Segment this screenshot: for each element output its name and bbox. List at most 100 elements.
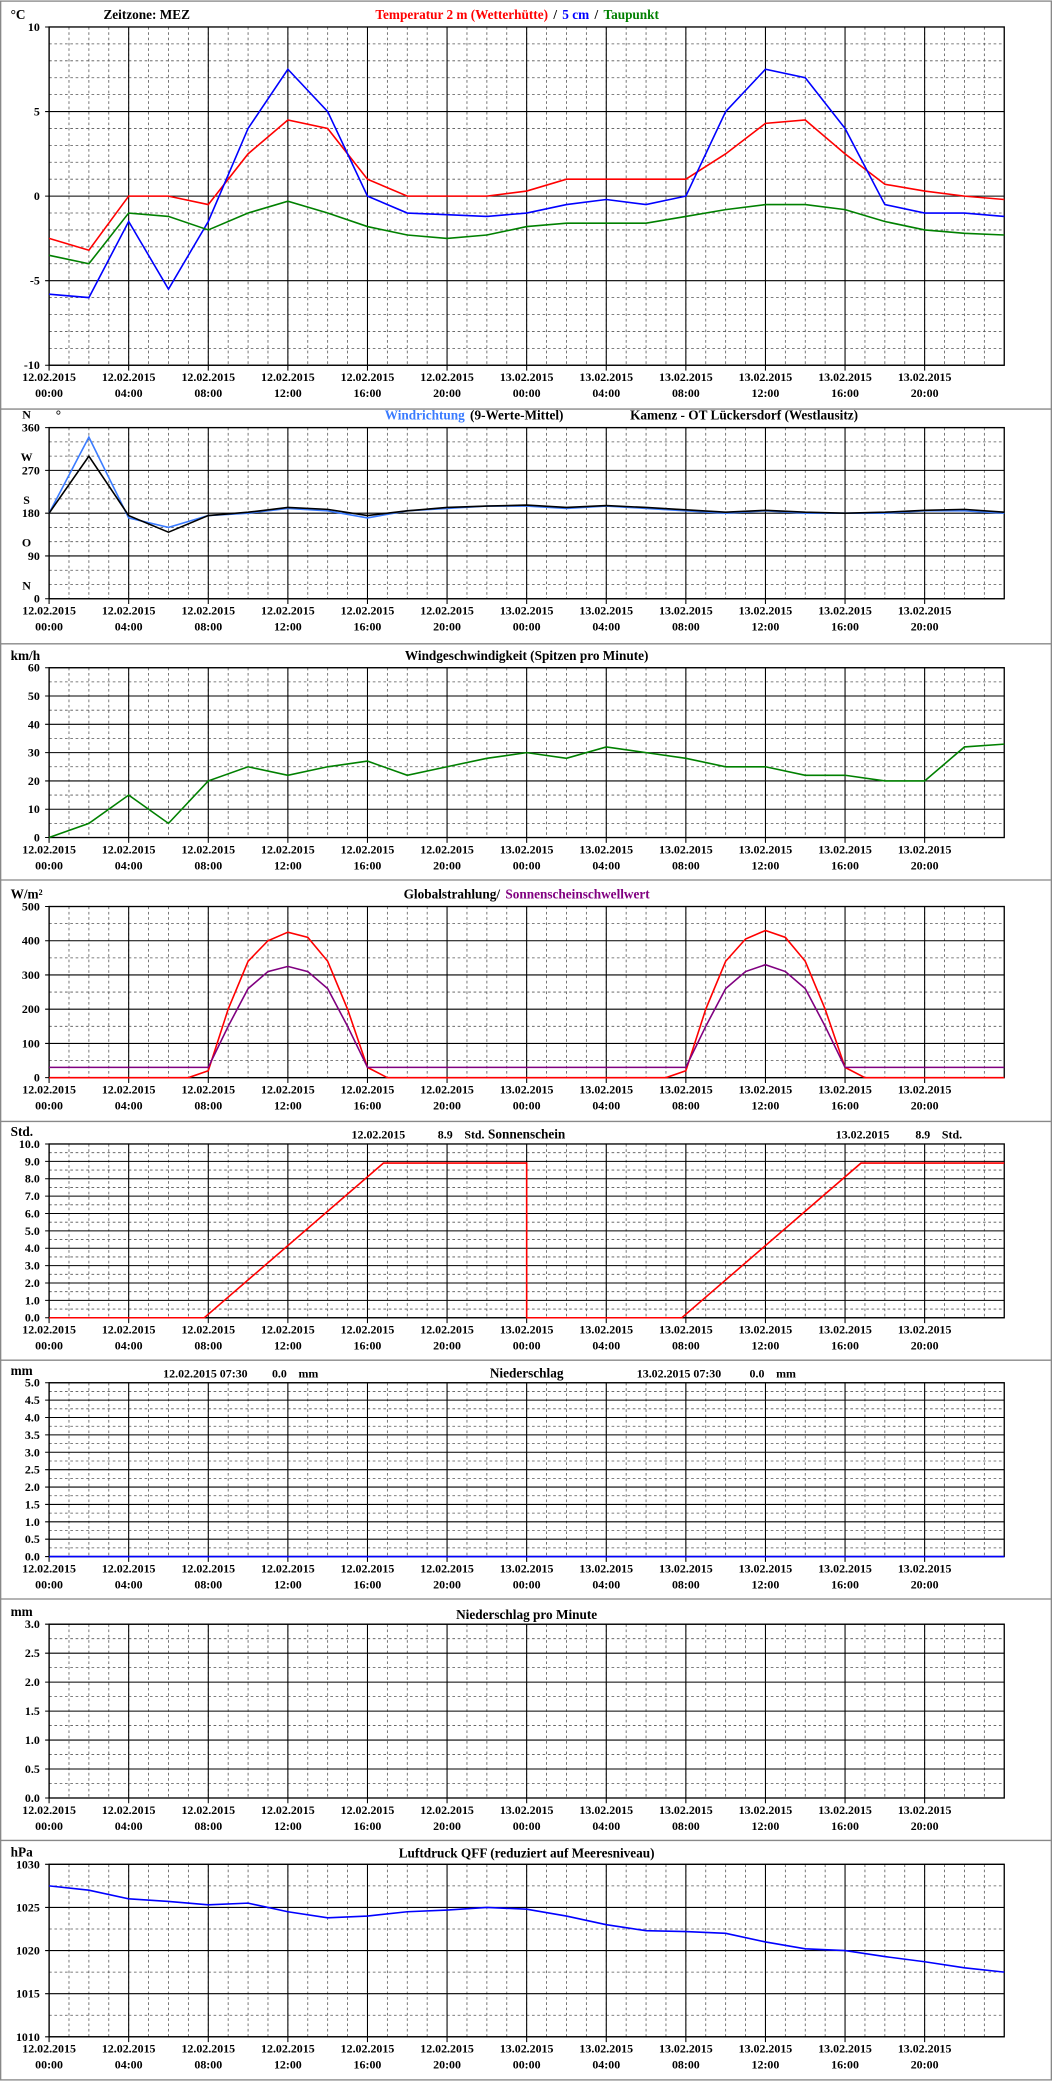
tick-label-line: 12.02.2015 [341, 1561, 395, 1575]
y-tick-label: 360 [22, 421, 40, 435]
tick-label-line: 12.02.2015 [261, 1803, 315, 1817]
y-tick-label: 270 [22, 463, 40, 477]
tick-label-line: 00:00 [513, 1577, 541, 1591]
x-tick-label: 13.02.2015 00:00 [500, 604, 554, 634]
y-tick-label: 2.5 [25, 1463, 40, 1477]
tick-label-line: 12.02.2015 [102, 1323, 156, 1337]
x-tick-label: 12.02.2015 16:00 [341, 604, 395, 634]
tick-label-line: 16:00 [831, 386, 859, 400]
title-part: Sonnenscheinschwellwert [505, 887, 650, 902]
tick-label-line: 13.02.2015 [579, 1561, 633, 1575]
tick-label-line: 12.02.2015 [181, 1323, 235, 1337]
x-tick-label: 13.02.2015 08:00 [659, 842, 713, 872]
tick-label-line: 20:00 [433, 1339, 461, 1353]
x-tick-label: 12.02.2015 08:00 [181, 842, 235, 872]
title-part: Taupunkt [603, 7, 659, 22]
x-tick-label: 13.02.2015 20:00 [898, 1561, 952, 1591]
y-axis-label: mm [11, 1363, 33, 1378]
x-tick-label: 13.02.2015 16:00 [818, 1561, 872, 1591]
tick-label-line: 12.02.2015 [22, 1803, 76, 1817]
x-tick-label: 12.02.2015 16:00 [341, 842, 395, 872]
tick-label-line: 16:00 [831, 858, 859, 872]
annotation-date: 13.02.2015 07:30 [637, 1366, 721, 1380]
tick-label-line: 13.02.2015 [739, 1083, 793, 1097]
y-tick-label: 4.0 [25, 1411, 40, 1425]
tick-label-line: 04:00 [115, 1098, 143, 1112]
y-axis-label: °C [11, 7, 26, 22]
y-tick-label: 1.5 [25, 1704, 40, 1718]
tick-label-line: 12.02.2015 [261, 370, 315, 384]
tick-label-line: 13.02.2015 [898, 1561, 952, 1575]
title-part: Sonnenschein [488, 1127, 566, 1142]
title-part: 5 cm [562, 7, 589, 22]
y-tick-label: 4.0 [25, 1241, 40, 1255]
tick-label-line: 12.02.2015 [181, 842, 235, 856]
compass-label: N [22, 407, 31, 421]
series-line [49, 67, 1005, 299]
annotation-unit: Std. [942, 1128, 962, 1142]
x-tick-label: 12.02.2015 20:00 [420, 604, 474, 634]
tick-label-line: 08:00 [672, 2058, 700, 2072]
x-tick-label: 13.02.2015 08:00 [659, 370, 713, 400]
tick-label-line: 08:00 [672, 1098, 700, 1112]
x-tick-label: 13.02.2015 08:00 [659, 1803, 713, 1833]
x-tick-label: 12.02.2015 12:00 [261, 842, 315, 872]
x-tick-label: 12.02.2015 12:00 [261, 1083, 315, 1113]
tick-label-line: 04:00 [115, 620, 143, 634]
tick-label-line: 00:00 [513, 386, 541, 400]
tick-label-line: 12.02.2015 [22, 1561, 76, 1575]
tick-label-line: 16:00 [354, 620, 382, 634]
x-tick-label: 12.02.2015 08:00 [181, 370, 235, 400]
annotation-date: 13.02.2015 [836, 1128, 890, 1142]
title-part: Globalstrahlung/ [404, 887, 501, 902]
annotation-date: 12.02.2015 07:30 [163, 1366, 247, 1380]
x-tick-label: 13.02.2015 00:00 [500, 1323, 554, 1353]
tick-label-line: 00:00 [513, 1339, 541, 1353]
station: Kamenz - OT Lückersdorf (Westlausitz) [630, 408, 858, 423]
tick-label-line: 00:00 [513, 858, 541, 872]
tick-label-line: 04:00 [592, 1819, 620, 1833]
x-tick-label: 12.02.2015 16:00 [341, 2042, 395, 2072]
x-tick-label: 13.02.2015 04:00 [579, 370, 633, 400]
x-tick-label: 13.02.2015 04:00 [579, 1803, 633, 1833]
tick-label-line: 12.02.2015 [22, 2042, 76, 2056]
tick-label-line: 13.02.2015 [579, 1323, 633, 1337]
tick-label-line: 00:00 [35, 620, 63, 634]
y-tick-label: 10 [28, 802, 40, 816]
y-axis-unit: ° [56, 408, 61, 423]
plot-frame [48, 26, 1005, 366]
tick-label-line: 13.02.2015 [898, 1803, 952, 1817]
tick-label-line: 13.02.2015 [898, 370, 952, 384]
x-tick-label: 13.02.2015 20:00 [898, 842, 952, 872]
tick-label-line: 13.02.2015 [579, 1803, 633, 1817]
x-tick-label: 13.02.2015 12:00 [739, 1083, 793, 1113]
x-tick-label: 13.02.2015 04:00 [579, 1083, 633, 1113]
x-tick-label: 12.02.2015 04:00 [102, 370, 156, 400]
plot-frame [48, 1623, 1005, 1799]
tick-label-line: 00:00 [35, 2058, 63, 2072]
annotation-value: 8.9 [915, 1128, 930, 1142]
compass-label: N [22, 578, 31, 592]
y-axis-label: km/h [11, 648, 41, 663]
tick-label-line: 12.02.2015 [261, 1083, 315, 1097]
x-tick-label: 12.02.2015 20:00 [420, 1561, 474, 1591]
x-tick-label: 13.02.2015 00:00 [500, 1561, 554, 1591]
tick-label-line: 12.02.2015 [102, 1083, 156, 1097]
tick-label-line: 08:00 [194, 386, 222, 400]
tick-label-line: 12.02.2015 [420, 1083, 474, 1097]
tick-label-line: 13.02.2015 [739, 842, 793, 856]
x-tick-label: 12.02.2015 12:00 [261, 604, 315, 634]
title-part: / [593, 7, 598, 22]
title-part: Luftdruck QFF (reduziert auf Meeresnivea… [399, 1846, 655, 1861]
tick-label-line: 04:00 [592, 1098, 620, 1112]
x-tick-label: 13.02.2015 08:00 [659, 604, 713, 634]
tick-label-line: 20:00 [433, 620, 461, 634]
x-tick-label: 13.02.2015 12:00 [739, 1561, 793, 1591]
y-tick-label: 1.5 [25, 1497, 40, 1511]
tick-label-line: 12.02.2015 [102, 2042, 156, 2056]
tick-label-line: 12.02.2015 [102, 370, 156, 384]
tick-label-line: 16:00 [354, 2058, 382, 2072]
tick-label-line: 13.02.2015 [739, 1561, 793, 1575]
tick-label-line: 12:00 [752, 620, 780, 634]
x-tick-label: 13.02.2015 20:00 [898, 370, 952, 400]
